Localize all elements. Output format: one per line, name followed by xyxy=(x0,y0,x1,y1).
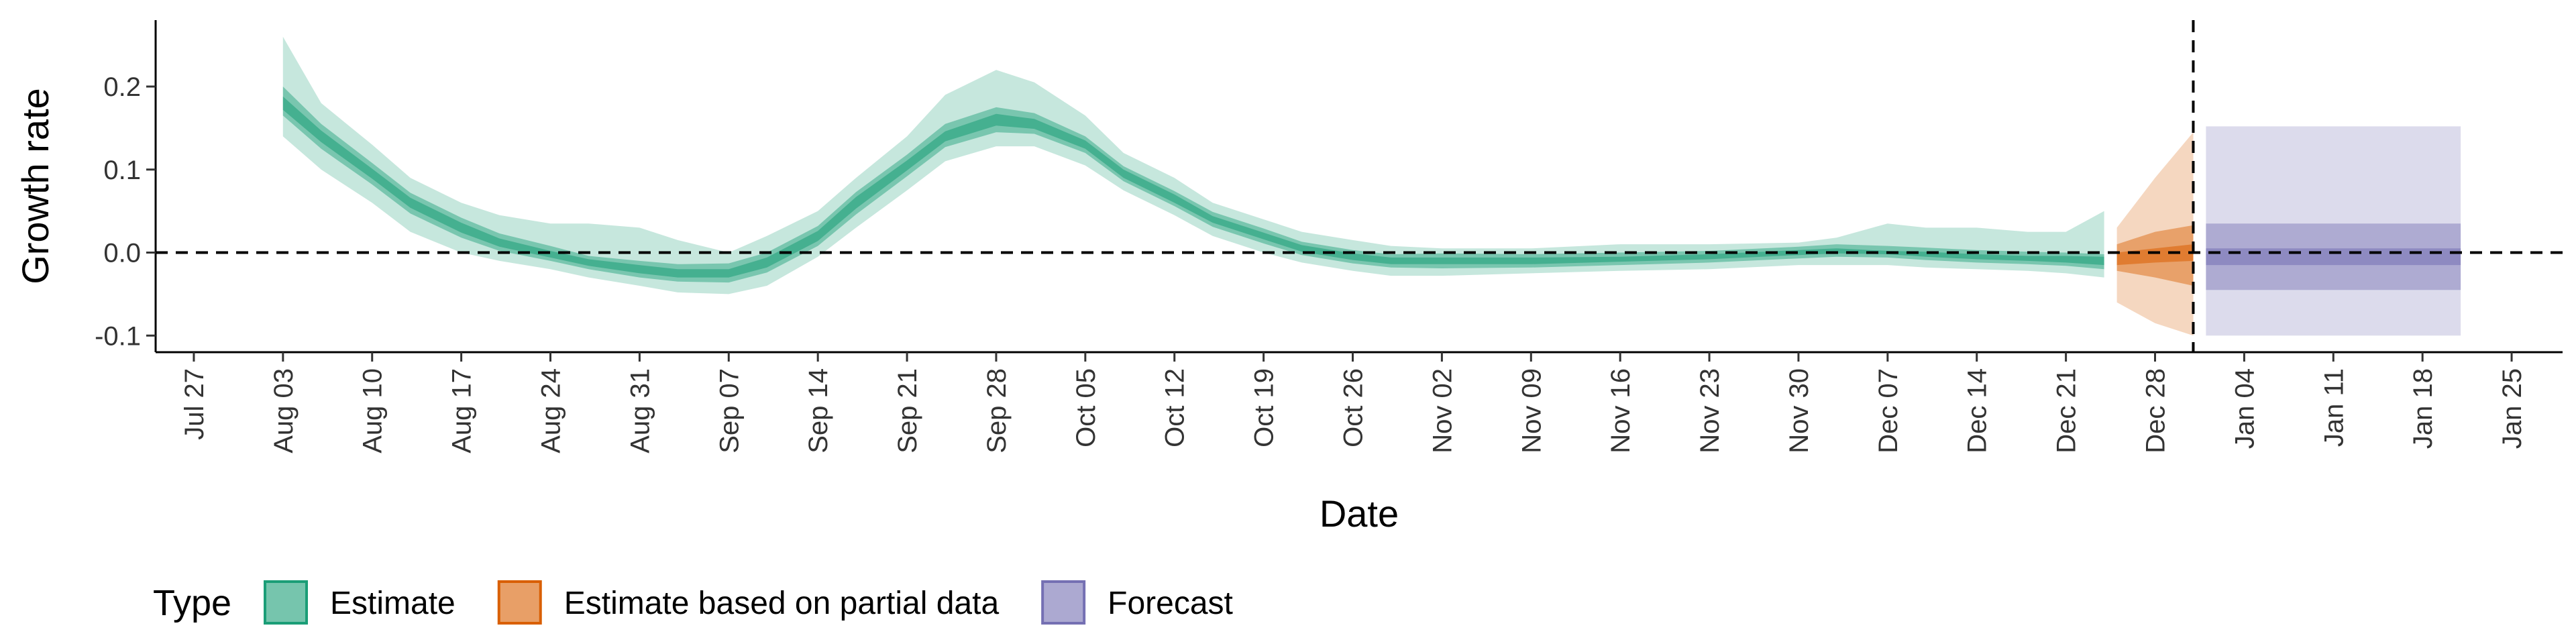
y-tick-label: 0.1 xyxy=(103,156,141,185)
x-tick-label: Jul 27 xyxy=(180,368,209,440)
x-tick-label: Aug 31 xyxy=(625,368,655,453)
legend-label-estimate: Estimate xyxy=(330,586,455,621)
y-tick-label: 0.2 xyxy=(103,72,141,102)
band-estimate-based-on-partial-data-20 xyxy=(2116,244,2194,266)
legend-swatch-forecast xyxy=(1041,580,1086,625)
x-tick-label: Aug 17 xyxy=(447,368,477,453)
x-tick-label: Nov 09 xyxy=(1517,368,1546,453)
y-tick-label: 0.0 xyxy=(103,239,141,268)
x-tick-label: Dec 14 xyxy=(1963,368,1992,453)
chart-axes: -0.1 0.0 0.1 0.2 Jul 27 Aug 03 Aug 10 Aug 17 Aug… xyxy=(95,20,2563,453)
x-tick-label: Jan 25 xyxy=(2498,368,2527,449)
x-tick-label: Jan 04 xyxy=(2230,368,2259,449)
x-tick-label: Nov 23 xyxy=(1695,368,1725,453)
legend-label-forecast: Forecast xyxy=(1108,586,1233,621)
x-tick-label: Oct 19 xyxy=(1250,368,1279,447)
reference-lines xyxy=(156,20,2563,352)
legend-swatch-estimate-based-on-partial-data xyxy=(497,580,542,625)
x-tick-label: Aug 10 xyxy=(358,368,388,453)
x-tick-label: Aug 03 xyxy=(269,368,299,453)
legend-label-estimate-based-on-partial-data: Estimate based on partial data xyxy=(564,586,1000,621)
x-tick-label: Sep 14 xyxy=(804,368,833,453)
x-tick-label: Sep 07 xyxy=(714,368,744,453)
chart-bands xyxy=(282,36,2461,336)
legend-swatch-estimate xyxy=(264,580,308,625)
x-tick-label: Nov 16 xyxy=(1606,368,1635,453)
y-axis-title: Growth rate xyxy=(14,88,56,284)
x-tick-label: Nov 30 xyxy=(1784,368,1814,453)
x-axis-title: Date xyxy=(1320,492,1399,535)
x-tick-label: Sep 21 xyxy=(893,368,922,453)
x-tick-label: Aug 24 xyxy=(537,368,566,453)
legend: Type Estimate Estimate based on partial d… xyxy=(153,580,1233,625)
y-tick-label: -0.1 xyxy=(95,321,141,351)
band-estimate-based-on-partial-data-90 xyxy=(2116,132,2194,336)
x-tick-label: Oct 26 xyxy=(1339,368,1368,447)
x-tick-label: Jan 11 xyxy=(2319,368,2349,447)
x-tick-label: Sep 28 xyxy=(982,368,1012,453)
x-tick-label: Nov 02 xyxy=(1428,368,1457,453)
x-tick-label: Dec 07 xyxy=(1874,368,1903,453)
x-tick-label: Oct 05 xyxy=(1071,368,1101,447)
x-tick-label: Oct 12 xyxy=(1161,368,1190,447)
band-forecast-20 xyxy=(2206,248,2461,266)
x-tick-label: Jan 18 xyxy=(2408,368,2438,449)
legend-title: Type xyxy=(153,583,231,623)
band-forecast-90 xyxy=(2206,126,2461,336)
x-tick-label: Dec 28 xyxy=(2141,368,2171,453)
x-tick-label: Dec 21 xyxy=(2052,368,2082,453)
